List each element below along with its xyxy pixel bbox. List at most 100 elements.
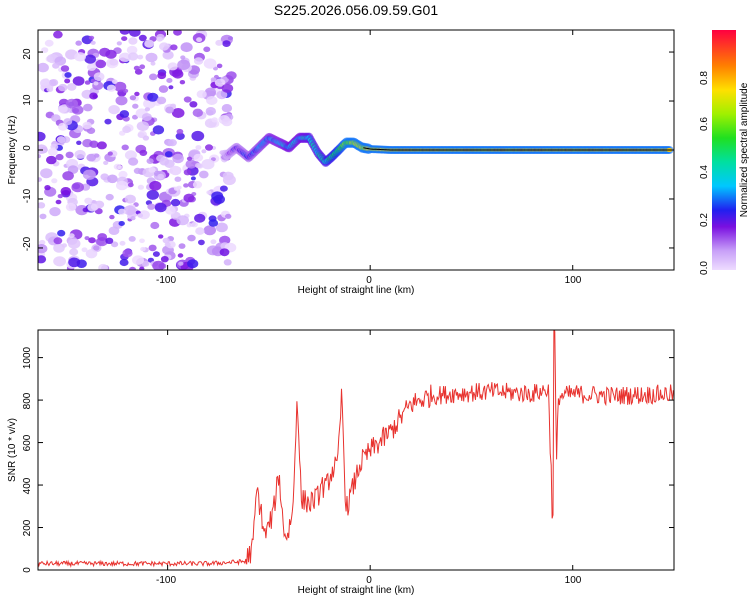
noise-blob bbox=[137, 213, 144, 218]
noise-blob bbox=[139, 149, 148, 156]
noise-blob bbox=[220, 185, 228, 192]
noise-blob bbox=[38, 154, 42, 159]
noise-blob bbox=[138, 34, 147, 42]
noise-blob bbox=[53, 30, 63, 39]
noise-blob bbox=[119, 110, 130, 118]
noise-blob bbox=[100, 173, 109, 181]
noise-blob bbox=[149, 73, 158, 81]
noise-blob bbox=[94, 153, 100, 158]
noise-blob bbox=[118, 221, 125, 226]
top-ytick-m20: -20 bbox=[22, 236, 33, 251]
noise-blob bbox=[40, 168, 53, 179]
bot-xtick-0: 0 bbox=[366, 575, 372, 586]
noise-blob bbox=[156, 96, 167, 105]
noise-blob bbox=[87, 63, 97, 71]
noise-blob bbox=[150, 221, 160, 230]
noise-blob bbox=[62, 171, 74, 181]
noise-blob bbox=[85, 249, 98, 259]
noise-blob bbox=[199, 170, 209, 179]
noise-blob bbox=[82, 121, 92, 130]
noise-blob bbox=[52, 62, 60, 69]
noise-blob bbox=[105, 49, 117, 59]
noise-blob bbox=[126, 45, 138, 55]
noise-blob bbox=[152, 125, 165, 135]
noise-blob bbox=[105, 193, 114, 201]
noise-blobs bbox=[38, 30, 237, 270]
noise-blob bbox=[122, 125, 131, 134]
noise-blob bbox=[205, 144, 213, 151]
noise-blob bbox=[119, 258, 129, 267]
noise-blob bbox=[203, 225, 216, 236]
noise-blob bbox=[121, 36, 128, 41]
noise-blob bbox=[119, 240, 126, 246]
noise-blob bbox=[43, 78, 49, 83]
noise-blob bbox=[128, 37, 138, 45]
bot-xtick-m100: -100 bbox=[156, 575, 176, 586]
noise-blob bbox=[187, 259, 199, 269]
noise-blob bbox=[216, 63, 223, 69]
top-ytick-20: 20 bbox=[22, 48, 33, 60]
noise-blob bbox=[186, 223, 192, 228]
noise-blob bbox=[61, 243, 67, 248]
noise-blob bbox=[93, 72, 105, 81]
noise-blob bbox=[111, 241, 119, 248]
noise-blob bbox=[216, 90, 228, 100]
top-ylabel: Frequency (Hz) bbox=[7, 116, 18, 185]
noise-blob bbox=[177, 253, 184, 258]
noise-blob bbox=[115, 95, 128, 106]
noise-blob bbox=[88, 237, 96, 244]
noise-blob bbox=[63, 118, 73, 126]
noise-blob bbox=[193, 57, 204, 65]
colorbar-tick-02: 0.2 bbox=[699, 213, 710, 227]
colorbar-tick-08: 0.8 bbox=[699, 71, 710, 85]
noise-blob bbox=[148, 244, 157, 252]
noise-blob bbox=[165, 205, 176, 215]
noise-blob bbox=[158, 234, 164, 239]
noise-blob bbox=[158, 85, 169, 93]
noise-blob bbox=[196, 90, 207, 99]
noise-blob bbox=[65, 151, 74, 159]
noise-blob bbox=[190, 176, 196, 181]
noise-blob bbox=[183, 169, 192, 176]
noise-blob bbox=[141, 113, 152, 122]
noise-blob bbox=[124, 150, 137, 160]
noise-blob bbox=[194, 213, 206, 223]
ridge-trace bbox=[363, 147, 670, 151]
noise-blob bbox=[93, 245, 100, 251]
noise-blob bbox=[103, 160, 109, 165]
noise-blob bbox=[173, 30, 182, 36]
noise-blob bbox=[222, 40, 231, 47]
noise-blob bbox=[124, 194, 136, 204]
noise-blob bbox=[51, 178, 58, 184]
noise-blob bbox=[178, 243, 186, 249]
noise-blob bbox=[82, 207, 89, 213]
noise-blob bbox=[132, 103, 139, 109]
noise-blob bbox=[129, 95, 137, 101]
noise-blob bbox=[68, 233, 75, 239]
noise-blob bbox=[64, 78, 71, 84]
noise-blob bbox=[136, 121, 150, 131]
noise-blob bbox=[159, 42, 170, 51]
noise-blob bbox=[109, 214, 115, 220]
noise-blob bbox=[144, 107, 151, 112]
noise-blob bbox=[219, 248, 230, 257]
noise-blob bbox=[113, 81, 127, 92]
noise-blob bbox=[148, 167, 156, 173]
noise-blob bbox=[178, 261, 184, 266]
noise-blob bbox=[90, 40, 96, 45]
noise-blob bbox=[171, 108, 185, 118]
noise-blob bbox=[149, 180, 162, 191]
spectrogram-panel: -100 0 100 Height of straight line (km) … bbox=[7, 29, 675, 296]
noise-blob bbox=[84, 197, 93, 204]
noise-blob bbox=[164, 151, 173, 158]
noise-blob bbox=[147, 203, 156, 210]
noise-blob bbox=[46, 155, 57, 165]
noise-blob bbox=[211, 117, 218, 123]
noise-blob bbox=[159, 157, 170, 166]
noise-blob bbox=[95, 59, 107, 69]
noise-blob bbox=[170, 44, 178, 51]
noise-blob bbox=[210, 239, 217, 245]
noise-blob bbox=[152, 251, 160, 257]
snr-line bbox=[38, 330, 674, 568]
noise-blob bbox=[130, 216, 136, 221]
